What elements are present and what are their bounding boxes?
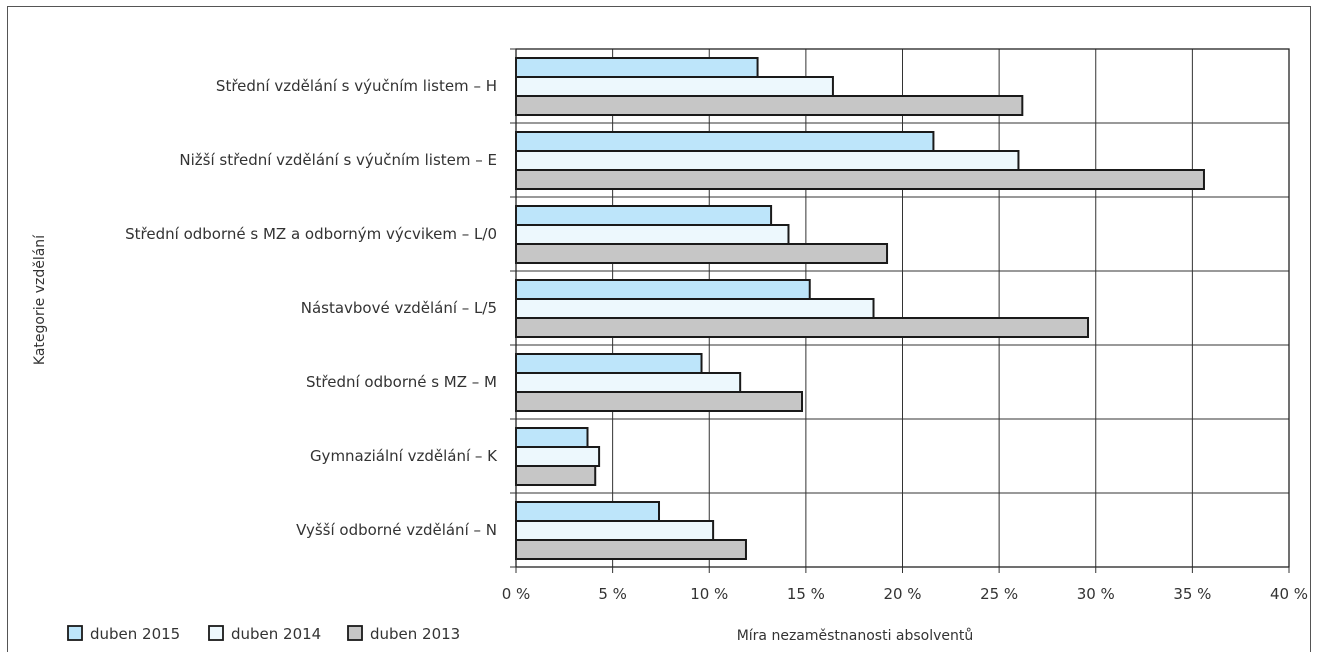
legend-swatch [208, 625, 224, 641]
axis-ticks [510, 48, 1290, 573]
bar [515, 372, 742, 393]
bars [515, 57, 1205, 560]
x-tick-label: 30 % [1077, 585, 1115, 603]
legend-label: duben 2013 [370, 625, 460, 643]
category-label: Nástavbové vzdělání – L/5 [301, 299, 497, 317]
x-tick-label: 0 % [502, 585, 531, 603]
legend: duben 2015 duben 2014 duben 2013 [67, 625, 460, 643]
x-tick-label: 25 % [980, 585, 1018, 603]
legend-swatch [347, 625, 363, 641]
bar [515, 465, 597, 486]
x-tick-label: 10 % [690, 585, 728, 603]
bar [515, 298, 875, 319]
bar [515, 501, 661, 522]
category-labels: Střední vzdělání s výučním listem – H Niž… [125, 77, 498, 539]
bar [515, 169, 1205, 190]
legend-label: duben 2014 [231, 625, 321, 643]
bar [515, 539, 747, 560]
category-label: Vyšší odborné vzdělání – N [296, 521, 497, 539]
bar [515, 520, 715, 541]
category-label: Střední odborné s MZ – M [306, 373, 497, 391]
bar [515, 279, 811, 300]
bar [515, 131, 935, 152]
category-label: Střední vzdělání s výučním listem – H [216, 77, 497, 95]
bar [515, 353, 703, 374]
chart-frame [7, 6, 1311, 652]
bar [515, 57, 759, 78]
bar [515, 150, 1020, 171]
y-axis-title: Kategorie vzdělání [32, 234, 48, 365]
x-tick-label: 15 % [787, 585, 825, 603]
bar [515, 76, 834, 97]
bar [515, 224, 790, 245]
bar [515, 446, 601, 467]
legend-swatch [67, 625, 83, 641]
bar [515, 95, 1024, 116]
legend-label: duben 2015 [90, 625, 180, 643]
grid [516, 49, 1289, 567]
category-label: Nižší střední vzdělání s výučním listem … [179, 151, 497, 169]
x-tick-labels: 0 % 5 % 10 % 15 % 20 % 25 % 30 % 35 % 40 % [502, 585, 1308, 603]
bar [515, 391, 804, 412]
bar [515, 243, 889, 264]
bar [515, 427, 589, 448]
bar [515, 317, 1090, 338]
category-label: Gymnaziální vzdělání – K [310, 447, 498, 465]
x-tick-label: 40 % [1270, 585, 1308, 603]
x-tick-label: 35 % [1173, 585, 1211, 603]
x-axis-title: Míra nezaměstnanosti absolventů [737, 628, 974, 644]
category-label: Střední odborné s MZ a odborným výcvikem… [125, 225, 497, 243]
x-tick-label: 5 % [598, 585, 627, 603]
x-tick-label: 20 % [883, 585, 921, 603]
bar [515, 205, 773, 226]
